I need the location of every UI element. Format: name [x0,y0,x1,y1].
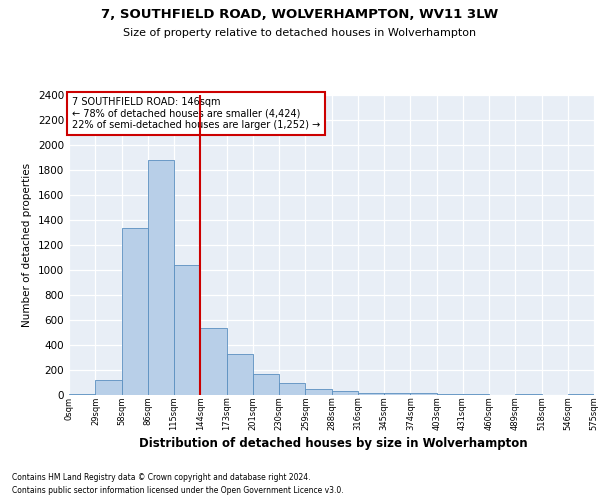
Text: 7, SOUTHFIELD ROAD, WOLVERHAMPTON, WV11 3LW: 7, SOUTHFIELD ROAD, WOLVERHAMPTON, WV11 … [101,8,499,20]
Bar [148,160,174,395]
Y-axis label: Number of detached properties: Number of detached properties [22,163,32,327]
Bar [437,394,463,395]
Bar [515,394,542,395]
Bar [410,393,437,395]
Text: 7 SOUTHFIELD ROAD: 146sqm
← 78% of detached houses are smaller (4,424)
22% of se: 7 SOUTHFIELD ROAD: 146sqm ← 78% of detac… [71,96,320,130]
Text: Distribution of detached houses by size in Wolverhampton: Distribution of detached houses by size … [139,438,527,450]
Bar [463,394,489,395]
Bar [305,389,332,395]
Bar [384,392,410,395]
Bar [122,228,148,395]
Bar [174,265,200,395]
Bar [200,328,227,395]
Bar [358,392,384,395]
Text: Contains public sector information licensed under the Open Government Licence v3: Contains public sector information licen… [12,486,344,495]
Bar [568,394,594,395]
Bar [332,391,358,395]
Bar [69,394,95,395]
Bar [253,374,279,395]
Bar [95,380,122,395]
Text: Contains HM Land Registry data © Crown copyright and database right 2024.: Contains HM Land Registry data © Crown c… [12,472,311,482]
Bar [227,354,253,395]
Bar [279,382,305,395]
Text: Size of property relative to detached houses in Wolverhampton: Size of property relative to detached ho… [124,28,476,38]
